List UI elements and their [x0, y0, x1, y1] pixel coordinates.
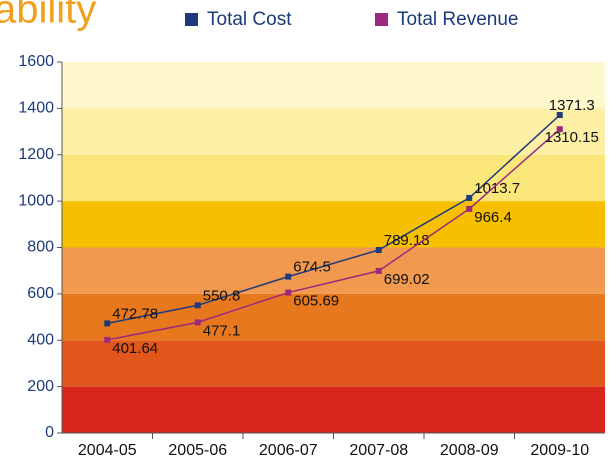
data-label: 699.02: [384, 271, 430, 288]
background-band: [62, 386, 605, 433]
y-tick-label: 600: [27, 285, 54, 302]
y-tick-label: 1200: [18, 146, 54, 163]
point-marker: [104, 336, 111, 343]
y-tick-label: 800: [27, 239, 54, 256]
legend-swatch: [185, 13, 198, 26]
point-marker: [466, 205, 473, 212]
data-label: 550.8: [203, 287, 241, 304]
background-band: [62, 108, 605, 155]
y-tick-label: 400: [27, 331, 54, 348]
point-marker: [285, 273, 292, 280]
data-label: 472.78: [112, 305, 158, 322]
y-tick-label: 0: [45, 424, 54, 441]
data-label: 1310.15: [545, 129, 599, 146]
background-band: [62, 340, 605, 387]
point-marker: [285, 289, 292, 296]
point-marker: [194, 319, 201, 326]
data-label: 1013.7: [474, 180, 520, 197]
x-tick-label: 2005-06: [168, 442, 227, 459]
x-tick-label: 2009-10: [530, 442, 589, 459]
series-line: [107, 114, 561, 325]
background-band: [62, 201, 605, 248]
x-tick-label: 2004-05: [78, 442, 137, 459]
point-marker: [556, 126, 563, 133]
point-marker: [466, 194, 473, 201]
y-tick-label: 1600: [18, 53, 54, 70]
chart-title: ability: [0, 0, 96, 32]
background-band: [62, 62, 605, 109]
y-tick-label: 200: [27, 378, 54, 395]
y-tick-label: 1400: [18, 100, 54, 117]
legend-label: Total Revenue: [397, 9, 518, 30]
data-label: 674.5: [293, 259, 331, 276]
x-tick-label: 2008-09: [440, 442, 499, 459]
data-label: 1371.3: [549, 97, 595, 114]
series-line: [107, 128, 561, 341]
background-band: [62, 247, 605, 294]
point-marker: [104, 320, 111, 327]
x-tick-label: 2007-08: [349, 442, 408, 459]
data-label: 477.1: [203, 322, 241, 339]
point-marker: [375, 247, 382, 254]
data-label: 401.64: [112, 340, 158, 357]
legend-swatch: [375, 13, 388, 26]
data-label: 605.69: [293, 293, 339, 310]
point-marker: [194, 302, 201, 309]
x-tick-label: 2006-07: [259, 442, 318, 459]
y-tick-label: 1000: [18, 192, 54, 209]
legend-label: Total Cost: [207, 9, 292, 30]
background-band: [62, 293, 605, 341]
data-label: 966.4: [474, 209, 512, 226]
point-marker: [556, 112, 563, 119]
point-marker: [375, 267, 382, 274]
background-band: [62, 154, 605, 202]
